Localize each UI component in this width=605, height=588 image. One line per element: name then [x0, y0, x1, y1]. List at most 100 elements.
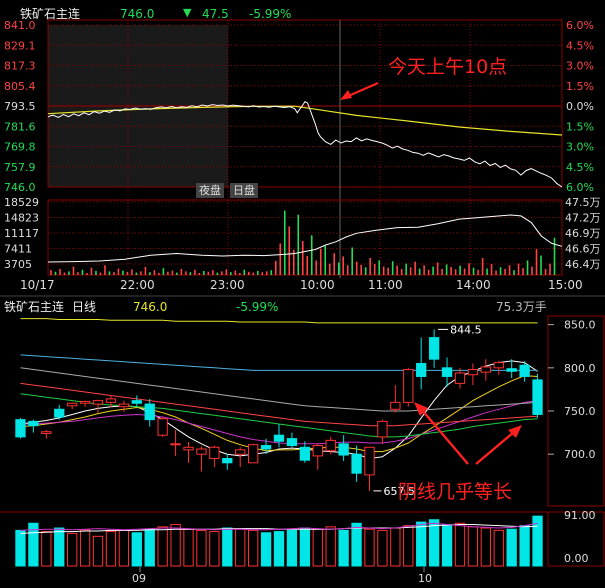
- night-session-button[interactable]: 夜盘: [196, 183, 224, 198]
- time-axis-label: 22:00: [120, 278, 155, 292]
- time-axis-label: 10/17: [20, 278, 55, 292]
- price-axis-label: 805.4: [4, 80, 36, 93]
- intraday-pct: -5.99%: [249, 7, 292, 21]
- price-axis-label: 793.5: [4, 100, 36, 113]
- candle-body: [28, 420, 39, 427]
- annotation-arrow-right-shaft: [475, 431, 515, 465]
- candle-body: [157, 418, 168, 436]
- time-axis-label: 23:00: [210, 278, 245, 292]
- candle-body: [299, 446, 311, 461]
- daily-volume-bar: [506, 528, 517, 567]
- candle-body: [41, 431, 52, 434]
- time-axis-label: 11:00: [368, 278, 403, 292]
- candle-body: [273, 434, 285, 442]
- oi-axis-label: 47.2万: [565, 212, 601, 225]
- candle-body: [351, 453, 362, 474]
- daily-volume-bar: [131, 532, 142, 567]
- day-session-button[interactable]: 日盘: [230, 183, 258, 198]
- daily-name: 铁矿石主连: [4, 300, 65, 314]
- pct-axis-label: 6.0%: [566, 19, 594, 32]
- daily-volume-bar: [118, 529, 130, 567]
- candle-body: [377, 420, 388, 438]
- candle-body: [92, 400, 104, 405]
- volume-ma-line: [20, 522, 538, 531]
- daily-volume-bar: [428, 519, 440, 567]
- daily-volume-bar: [41, 531, 52, 567]
- price-axis-label: 841.0: [4, 19, 36, 32]
- annotation-arrow-right-head: [508, 425, 522, 438]
- candle-body: [416, 363, 427, 377]
- intraday-name: 铁矿石主连: [20, 7, 81, 21]
- candle-body: [131, 400, 142, 404]
- candle-body: [247, 444, 259, 464]
- daily-volume-bar: [260, 532, 272, 567]
- moving-average-line: [20, 318, 538, 324]
- candle-body: [222, 458, 233, 464]
- daily-volume-bar: [480, 527, 491, 567]
- intraday-price: 746.0: [120, 7, 155, 21]
- candle-body: [118, 403, 130, 408]
- candle-body: [235, 449, 246, 455]
- candle-body: [15, 419, 26, 438]
- daily-volume-bar: [312, 528, 323, 567]
- candle-body: [428, 337, 440, 360]
- oi-axis-label: 46.6万: [565, 243, 601, 256]
- candle-body: [209, 446, 220, 460]
- candle-body: [532, 379, 543, 415]
- daily-volume-bar: [54, 527, 65, 567]
- down-arrow-icon: ▼: [183, 6, 192, 19]
- annotation-arrow-left-shaft: [421, 409, 469, 465]
- pct-axis-label: 3.0%: [566, 60, 594, 73]
- moving-average-line: [20, 367, 538, 412]
- daily-volume-bar: [467, 526, 479, 567]
- candle-body: [403, 369, 414, 403]
- moving-average-line: [20, 375, 538, 453]
- daily-volume-axis-label: 0.00: [564, 552, 589, 565]
- moving-average-line: [20, 360, 538, 460]
- daily-axis-label: 750.0: [564, 405, 596, 418]
- daily-volume-bar: [28, 522, 39, 567]
- daily-volume-bar: [519, 525, 530, 567]
- daily-volume-bar: [441, 523, 453, 567]
- daily-volume-bar: [79, 529, 91, 567]
- candle-body: [144, 403, 155, 421]
- pct-axis-label: 1.5%: [566, 80, 594, 93]
- pct-axis-label: 6.0%: [566, 181, 594, 194]
- candle-body: [454, 372, 466, 384]
- volume-frame: [47, 199, 563, 276]
- annotation-bottom: 阴线几乎等长: [398, 481, 513, 503]
- daily-volume-bar: [364, 528, 375, 567]
- candle-body: [54, 408, 65, 418]
- time-axis-label: 14:00: [456, 278, 491, 292]
- daily-volume-bar: [222, 527, 233, 567]
- candle-body: [105, 398, 117, 403]
- daily-volume-axis-frame: [547, 511, 605, 567]
- volume-axis-label: 14823: [4, 212, 39, 225]
- oi-axis-label: 46.9万: [565, 227, 601, 240]
- moving-average-line: [20, 382, 538, 427]
- volume-axis-label: 7411: [4, 243, 32, 256]
- daily-volume-bar: [196, 529, 207, 567]
- candle-body: [364, 446, 375, 476]
- high-label: 844.5: [450, 323, 482, 336]
- annotation-arrowhead: [340, 90, 352, 100]
- pct-axis-label: 4.5%: [566, 39, 594, 52]
- daily-volume-bar: [325, 526, 336, 567]
- pct-axis-label: 1.5%: [566, 120, 594, 133]
- candle-body: [67, 402, 78, 407]
- candle-body: [183, 446, 194, 451]
- month-label: 09: [132, 572, 146, 585]
- candle-body: [338, 443, 349, 456]
- daily-volume-bar: [170, 523, 181, 567]
- daily-period: 日线: [72, 300, 97, 314]
- daily-volume-bar: [390, 527, 401, 567]
- candle-body: [441, 367, 453, 377]
- pct-axis-label: 0.0%: [566, 100, 594, 113]
- daily-volume-bar: [299, 527, 311, 567]
- price-axis-label: 769.8: [4, 141, 36, 154]
- daily-volume-display: 75.3万手: [496, 300, 547, 314]
- candle-body: [196, 448, 207, 455]
- pct-axis-label: 3.0%: [566, 141, 594, 154]
- candle-body: [390, 401, 401, 410]
